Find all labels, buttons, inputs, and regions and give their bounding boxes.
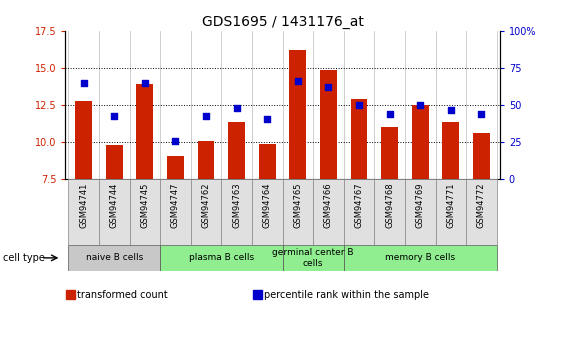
Text: GSM94744: GSM94744 (110, 183, 119, 228)
Bar (228, 121, 245, 179)
Bar (283, 179, 313, 245)
Bar (320, 70, 337, 179)
Point (324, 85, 333, 90)
Bar (222, 179, 252, 245)
Bar (350, 99, 367, 179)
Point (416, 102, 425, 108)
Text: GSM94763: GSM94763 (232, 183, 241, 228)
Text: naive B cells: naive B cells (86, 253, 143, 263)
Text: plasma B cells: plasma B cells (189, 253, 254, 263)
Bar (106, 145, 123, 179)
Point (202, 113, 211, 118)
Text: GSM94745: GSM94745 (140, 183, 149, 228)
Bar (344, 245, 497, 271)
Point (79, 80, 88, 86)
Bar (290, 50, 306, 179)
Point (171, 138, 180, 144)
Point (232, 106, 241, 111)
Bar (68, 179, 99, 245)
Bar (191, 179, 222, 245)
Point (477, 111, 486, 117)
Text: GSM94764: GSM94764 (263, 183, 272, 228)
Bar (136, 85, 153, 179)
Bar (167, 156, 184, 179)
Text: GSM94771: GSM94771 (446, 183, 456, 228)
Point (140, 80, 149, 86)
Bar (68, 245, 160, 271)
Bar (259, 144, 275, 179)
Text: GSM94762: GSM94762 (202, 183, 211, 228)
Bar (198, 141, 215, 179)
Text: GSM94768: GSM94768 (385, 183, 394, 228)
Bar (160, 245, 283, 271)
Point (293, 79, 302, 84)
Bar (160, 179, 191, 245)
Bar (344, 179, 374, 245)
Bar (473, 134, 490, 179)
Bar (436, 179, 466, 245)
Point (354, 102, 364, 108)
Text: GSM94767: GSM94767 (354, 183, 364, 228)
Text: GSM94741: GSM94741 (79, 183, 88, 228)
Text: GSM94766: GSM94766 (324, 183, 333, 228)
Point (385, 111, 394, 117)
Text: GSM94769: GSM94769 (416, 183, 425, 228)
Point (263, 116, 272, 121)
Text: GSM94765: GSM94765 (294, 183, 302, 228)
Bar (313, 179, 344, 245)
Bar (252, 179, 283, 245)
Text: cell type: cell type (3, 253, 45, 263)
Bar (99, 179, 130, 245)
Text: percentile rank within the sample: percentile rank within the sample (264, 290, 429, 300)
Title: GDS1695 / 1431176_at: GDS1695 / 1431176_at (202, 14, 364, 29)
Text: GSM94747: GSM94747 (171, 183, 180, 228)
Point (110, 113, 119, 118)
Bar (412, 105, 429, 179)
Bar (130, 179, 160, 245)
Bar (374, 179, 405, 245)
Bar (76, 101, 92, 179)
Text: GSM94772: GSM94772 (477, 183, 486, 228)
Text: memory B cells: memory B cells (385, 253, 456, 263)
Bar (283, 245, 344, 271)
Text: transformed count: transformed count (77, 290, 168, 300)
Text: germinal center B
cells: germinal center B cells (273, 248, 354, 268)
Bar (381, 127, 398, 179)
Bar (466, 179, 497, 245)
Bar (442, 121, 460, 179)
Bar (405, 179, 436, 245)
Point (446, 107, 456, 112)
